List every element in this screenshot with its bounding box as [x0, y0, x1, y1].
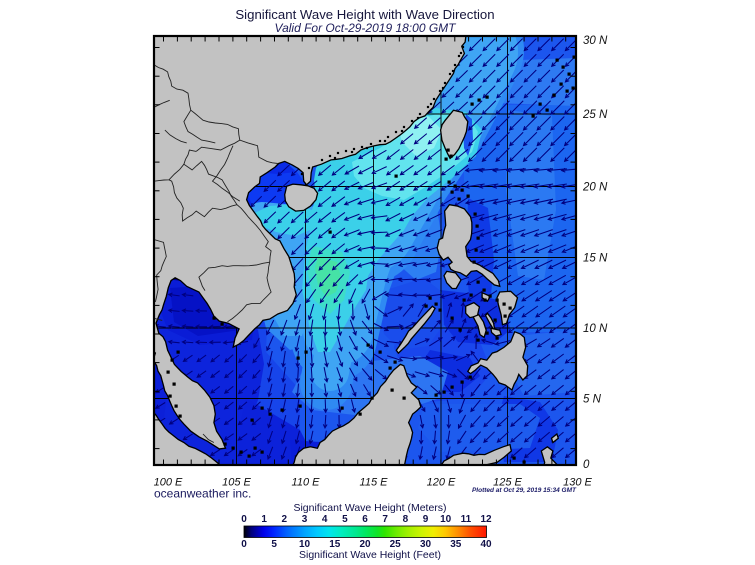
- svg-text:10: 10: [440, 514, 452, 525]
- svg-text:Significant Wave Height (Meter: Significant Wave Height (Meters): [293, 502, 446, 514]
- svg-text:110 E: 110 E: [292, 477, 321, 489]
- svg-text:5 N: 5 N: [583, 394, 602, 406]
- svg-text:5: 5: [342, 514, 348, 525]
- svg-text:20: 20: [359, 539, 371, 550]
- svg-text:15 N: 15 N: [583, 253, 608, 265]
- svg-text:Significant Wave Height (Feet): Significant Wave Height (Feet): [299, 549, 441, 560]
- svg-text:30: 30: [420, 539, 432, 550]
- svg-text:40: 40: [480, 539, 492, 550]
- svg-text:Valid For Oct-29-2019 18:00 GM: Valid For Oct-29-2019 18:00 GMT: [275, 21, 458, 35]
- svg-text:11: 11: [461, 514, 472, 525]
- svg-text:7: 7: [382, 514, 388, 525]
- svg-text:15: 15: [329, 539, 341, 550]
- svg-text:0: 0: [583, 459, 590, 471]
- svg-text:4: 4: [322, 514, 328, 525]
- svg-text:5: 5: [271, 539, 277, 550]
- svg-text:25: 25: [390, 539, 402, 550]
- svg-text:120 E: 120 E: [427, 477, 456, 489]
- svg-text:Significant Wave Height with W: Significant Wave Height with Wave Direct…: [235, 7, 494, 22]
- svg-text:12: 12: [480, 514, 492, 525]
- svg-text:130 E: 130 E: [563, 477, 592, 489]
- svg-text:35: 35: [450, 539, 462, 550]
- svg-text:125 E: 125 E: [493, 477, 522, 489]
- svg-text:2: 2: [282, 514, 288, 525]
- svg-text:8: 8: [403, 514, 409, 525]
- svg-text:9: 9: [423, 514, 429, 525]
- svg-text:0: 0: [241, 539, 247, 550]
- svg-text:1: 1: [261, 514, 267, 525]
- svg-text:30 N: 30 N: [583, 35, 608, 47]
- svg-text:10 N: 10 N: [583, 323, 608, 335]
- svg-text:6: 6: [362, 514, 368, 525]
- svg-text:20 N: 20 N: [582, 182, 608, 194]
- svg-text:100 E: 100 E: [154, 477, 183, 489]
- svg-text:oceanweather inc.: oceanweather inc.: [154, 487, 251, 501]
- svg-text:115 E: 115 E: [360, 477, 389, 489]
- svg-text:25 N: 25 N: [582, 109, 608, 121]
- svg-text:Plotted at Oct 29, 2019 15:34: Plotted at Oct 29, 2019 15:34 GMT: [472, 487, 577, 494]
- svg-text:105 E: 105 E: [222, 477, 251, 489]
- svg-text:0: 0: [241, 514, 247, 525]
- svg-text:3: 3: [302, 514, 308, 525]
- svg-text:10: 10: [299, 539, 311, 550]
